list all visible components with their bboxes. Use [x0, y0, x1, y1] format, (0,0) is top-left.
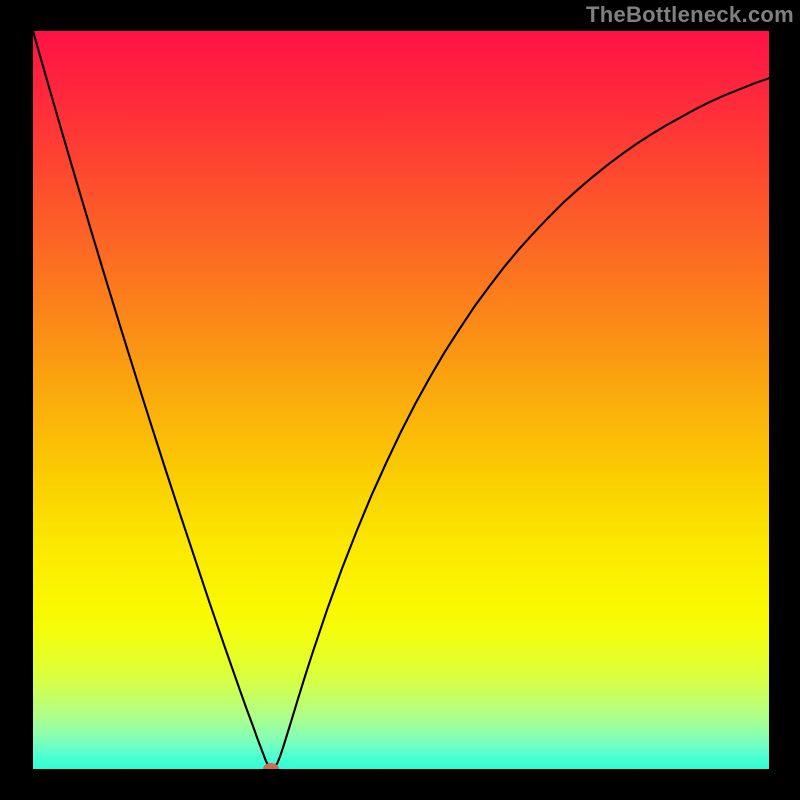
watermark-text: TheBottleneck.com — [586, 2, 794, 28]
page-root: TheBottleneck.com — [0, 0, 800, 800]
bottleneck-curve — [33, 31, 769, 769]
plot-area — [33, 31, 769, 769]
curve-layer — [33, 31, 769, 769]
